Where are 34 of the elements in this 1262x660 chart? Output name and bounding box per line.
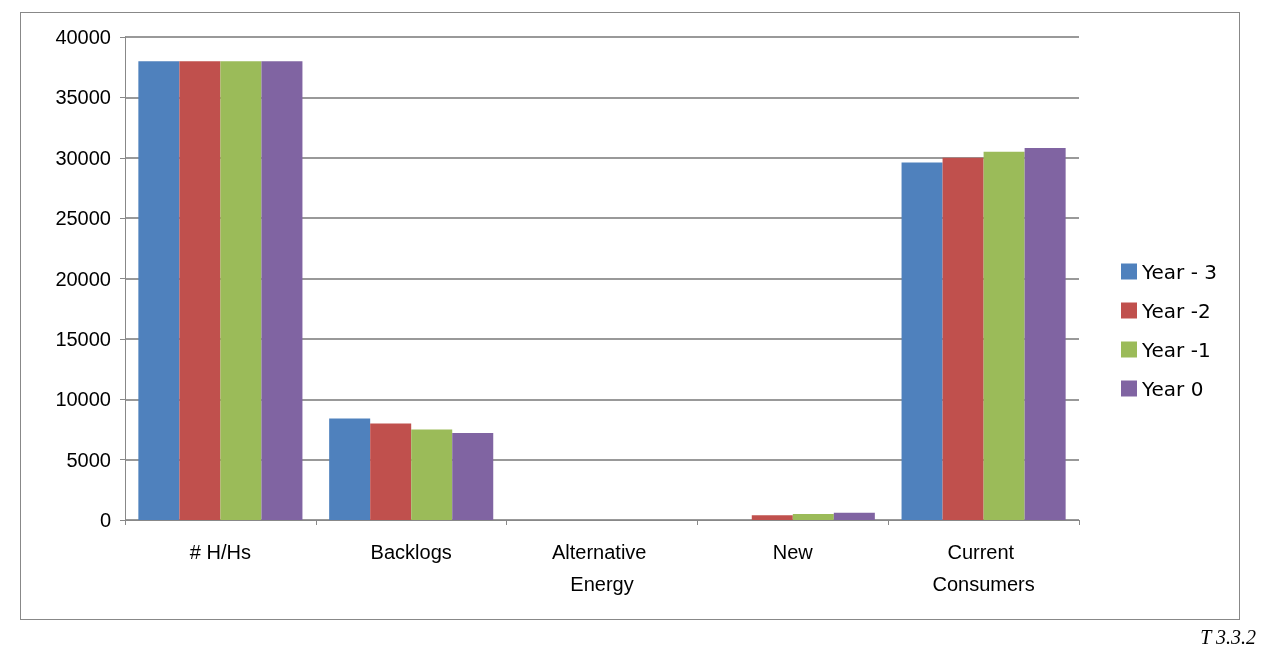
bar [370,423,412,520]
y-tick-label: 0 [99,509,111,531]
bar [833,512,875,520]
x-tick-label: Backlogs [370,541,452,563]
bar [179,61,221,520]
y-tick-label: 25000 [55,207,111,230]
y-tick-label: 5000 [66,448,111,471]
bar [220,61,262,520]
y-tick-label: 40000 [55,26,111,48]
legend-label: Year -1 [1141,337,1211,362]
y-tick-label: 35000 [55,86,111,109]
text: T 3.3.2 [1200,626,1256,649]
bar [452,433,494,520]
bar [261,61,303,520]
legend-label: Year - 3 [1141,259,1217,284]
legend-label: Year 0 [1141,376,1204,401]
y-tick-label: 30000 [55,146,111,169]
bar [1024,148,1066,520]
x-tick-label: New [772,541,814,563]
y-tick-label: 15000 [55,327,111,350]
bar [751,515,793,520]
y-tick-label: 20000 [55,267,111,290]
bar [983,151,1025,520]
legend-label: Year -2 [1141,298,1211,323]
bar [138,61,180,520]
x-tick-label: # H/Hs [189,541,251,563]
x-tick-label: Alternative Energy [551,541,653,595]
bar [942,157,984,520]
bar [329,418,371,520]
x-tick-label: Current Consumers [932,541,1035,595]
bar [411,429,453,520]
bar [792,513,834,520]
y-tick-label: 10000 [55,388,111,411]
bar [901,162,943,520]
